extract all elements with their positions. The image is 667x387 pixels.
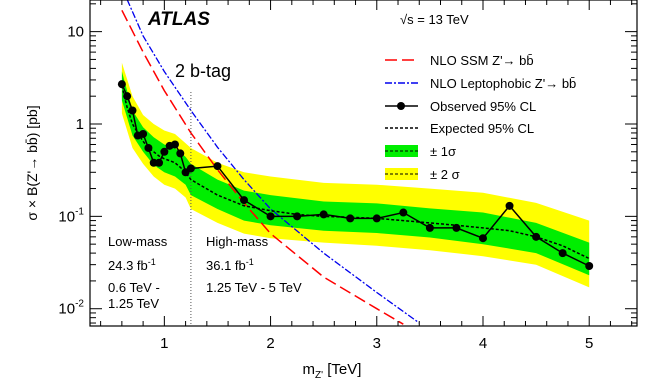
legend-one-sigma-label: ± 1σ	[430, 144, 456, 159]
observed-point	[123, 92, 132, 101]
legend-observed-marker	[397, 102, 405, 110]
leptophobic-theory-curve	[126, 0, 420, 324]
y-tick-label: 10-1	[58, 206, 84, 225]
x-tick-label: 1	[160, 335, 168, 352]
observed-point	[532, 232, 541, 241]
observed-point	[160, 147, 169, 156]
observed-point	[319, 210, 328, 219]
observed-point	[478, 234, 487, 243]
observed-point	[117, 80, 126, 89]
high-mass-title: High-mass	[206, 234, 269, 249]
low-mass-annotation: Low-mass 24.3 fb-1 0.6 TeV - 1.25 TeV	[108, 234, 168, 311]
x-tick-label: 3	[373, 335, 381, 352]
x-tick-label: 4	[479, 335, 487, 352]
low-mass-lumi: 24.3 fb-1	[108, 257, 156, 273]
observed-point	[144, 143, 153, 152]
energy-label: √s = 13 TeV	[400, 12, 469, 27]
y-tick-label: 1	[76, 116, 84, 133]
high-mass-lumi: 36.1 fb-1	[206, 257, 254, 273]
observed-point	[558, 249, 567, 258]
observed-point	[128, 106, 137, 115]
observed-point	[186, 164, 195, 173]
legend-expected-label: Expected 95% CL	[430, 121, 534, 136]
one-sigma-band	[121, 71, 590, 276]
low-mass-range-line1: 0.6 TeV -	[108, 280, 160, 295]
high-mass-range: 1.25 TeV - 5 TeV	[206, 280, 302, 295]
observed-point	[452, 223, 461, 232]
observed-point	[155, 158, 164, 167]
y-tick-label: 10	[67, 24, 84, 41]
legend-observed-label: Observed 95% CL	[430, 99, 536, 114]
low-mass-range-line2: 1.25 TeV	[108, 296, 159, 311]
theory-curves	[121, 0, 420, 325]
high-mass-annotation: High-mass 36.1 fb-1 1.25 TeV - 5 TeV	[206, 234, 302, 295]
legend-two-sigma-label: ± 2 σ	[430, 167, 460, 182]
observed-point	[266, 212, 275, 221]
atlas-label: ATLAS	[147, 9, 210, 30]
plot-frame	[89, 0, 638, 327]
observed-point	[293, 212, 302, 221]
legend-ssm-label: NLO SSM Z'→ bb̄	[430, 53, 534, 68]
limit-lines	[117, 80, 594, 271]
x-tick-label: 5	[585, 335, 593, 352]
x-tick-label: 2	[266, 335, 274, 352]
observed-point	[176, 149, 185, 158]
legend-lepto-label: NLO Leptophobic Z'→ bb̄	[430, 76, 576, 91]
low-mass-title: Low-mass	[108, 234, 168, 249]
observed-point	[213, 162, 222, 171]
ssm-theory-curve	[121, 9, 404, 325]
observed-point	[399, 208, 408, 217]
legend: NLO SSM Z'→ bb̄ NLO Leptophobic Z'→ bb̄ …	[385, 53, 576, 182]
uncertainty-bands	[121, 62, 590, 288]
category-label: 2 b-tag	[175, 61, 231, 81]
y-tick-label: 10-2	[58, 299, 84, 318]
observed-point	[585, 262, 594, 271]
observed-point	[372, 214, 381, 223]
observed-point	[425, 223, 434, 232]
observed-point	[170, 140, 179, 149]
axis-ticks: 1 2 3 4 5 10 1 10-1 10-2	[58, 0, 637, 352]
x-axis-title: mZ' [TeV]	[303, 361, 362, 381]
y-axis-title: σ × B(Z'→ bb̄) [pb]	[24, 105, 40, 220]
observed-point	[139, 129, 148, 138]
observed-point	[240, 196, 249, 205]
observed-point	[505, 201, 514, 210]
observed-point	[346, 214, 355, 223]
